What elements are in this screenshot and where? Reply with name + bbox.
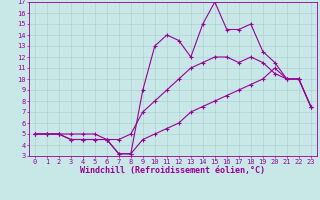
X-axis label: Windchill (Refroidissement éolien,°C): Windchill (Refroidissement éolien,°C) xyxy=(80,166,265,175)
